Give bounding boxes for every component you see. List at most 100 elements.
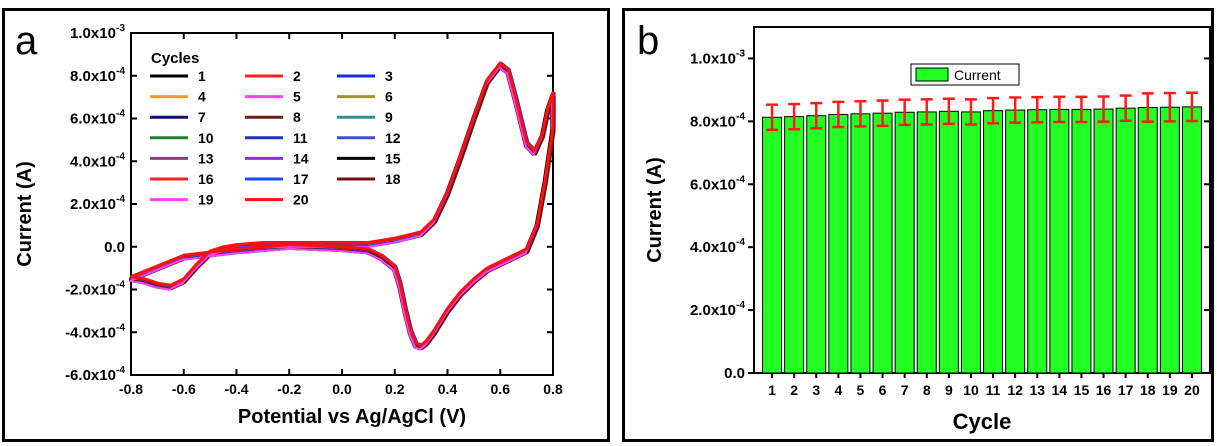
x-tick-label: 15 (1074, 382, 1090, 398)
cycle-20-curve (130, 61, 555, 347)
legend-label-19: 19 (198, 192, 214, 208)
y-tick-label: 8.0x10-4 (690, 111, 745, 130)
x-tick-label: 11 (986, 382, 1001, 398)
legend-label-8: 8 (293, 109, 301, 125)
legend-label-11: 11 (293, 130, 308, 146)
cv-chart: -6.0x10-4 -4.0x10-4 -2.0x10-4 0.0 2.0x10-4 4.… (14, 23, 563, 428)
cycle-14-curve (131, 63, 556, 348)
legend-label: Current (954, 67, 1001, 83)
x-tick-label: -0.8 (119, 381, 143, 397)
y-tick-label: 2.0x10-4 (690, 300, 745, 319)
y-tick-label: 1.0x10-3 (690, 48, 745, 67)
panel-b-letter: b (637, 19, 660, 63)
x-tick-label: 18 (1140, 382, 1156, 398)
cycle-17-curve (131, 65, 555, 350)
x-tick-label: 3 (812, 382, 820, 398)
panel-a: a -6.0x10-4 -4.0x10-4 -2.0x10-4 0.0 2.0x10-4… (2, 8, 610, 442)
legend-label-3: 3 (385, 68, 393, 84)
y-tick-label: 4.0x10-4 (70, 151, 125, 170)
legend-label-15: 15 (385, 150, 401, 166)
x-tick-label: 2 (790, 382, 798, 398)
y-tick-label: 2.0x10-4 (70, 194, 125, 213)
y-axis-label: Current (A) (644, 157, 666, 263)
x-tick-label: 9 (945, 382, 953, 398)
x-tick-label: -0.4 (224, 381, 248, 397)
bar-15 (1071, 108, 1092, 374)
bar-1 (762, 116, 783, 374)
y-tick-label: 4.0x10-4 (690, 237, 745, 256)
cycle-10-curve (131, 66, 555, 351)
x-tick-label: 14 (1052, 382, 1068, 398)
cycle-13-curve (130, 63, 554, 348)
bar-11 (983, 110, 1004, 374)
y-tick-label: 0.0 (104, 239, 125, 256)
legend-label-20: 20 (293, 192, 309, 208)
cycle-12-curve (129, 62, 553, 347)
cycle-8-curve (129, 65, 553, 350)
cycle-15-curve (129, 64, 553, 349)
legend-label-9: 9 (385, 109, 393, 125)
bar-14 (1049, 108, 1070, 374)
cycle-1-curve (129, 66, 553, 351)
y-axis-label: Current (A) (14, 161, 36, 267)
cycle-3-curve (131, 62, 555, 347)
bar-19 (1159, 106, 1180, 374)
y-tick-label: 8.0x10-4 (70, 66, 125, 85)
y-tick-label: -2.0x10-4 (65, 280, 125, 299)
x-tick-label: 6 (879, 382, 887, 398)
legend-label-4: 4 (198, 89, 206, 105)
legend-label-5: 5 (293, 89, 301, 105)
cycle-6-curve (130, 64, 554, 349)
x-tick-label: 0.0 (332, 381, 352, 397)
x-tick-label: 13 (1029, 382, 1045, 398)
cycle-18-curve (132, 65, 556, 350)
legend-label-14: 14 (293, 150, 309, 166)
legend-label-10: 10 (198, 130, 214, 146)
x-tick-label: 4 (834, 382, 842, 398)
bar-10 (960, 111, 981, 374)
x-tick-label: 0.2 (385, 381, 405, 397)
legend-swatch (915, 67, 949, 82)
legend-label-17: 17 (293, 171, 309, 187)
bar-5 (850, 113, 871, 374)
cycle-5-curve (129, 63, 553, 348)
y-tick-label: 6.0x10-4 (690, 174, 745, 193)
x-tick-label: 19 (1162, 382, 1178, 398)
plot-frame (753, 26, 1211, 374)
x-tick-label: 17 (1118, 382, 1134, 398)
bar-9 (938, 110, 959, 374)
cycle-9-curve (130, 65, 554, 350)
x-tick-label: -0.2 (277, 381, 301, 397)
x-tick-label: 8 (923, 382, 931, 398)
bar-8 (916, 111, 937, 374)
cycle-16-curve (130, 64, 554, 349)
x-tick-label: 12 (1007, 382, 1023, 398)
legend-label-13: 13 (198, 150, 214, 166)
x-tick-label: 0.6 (491, 381, 511, 397)
bar-17 (1115, 107, 1136, 374)
x-tick-label: 5 (857, 382, 865, 398)
x-axis-label: Cycle (953, 409, 1012, 434)
y-tick-label: 1.0x10-3 (70, 23, 125, 42)
x-tick-label: 10 (963, 382, 979, 398)
bar-20 (1181, 106, 1202, 374)
bar-3 (806, 115, 827, 374)
plot-frame (130, 32, 554, 376)
legend-label-12: 12 (385, 130, 401, 146)
bar-12 (1005, 109, 1026, 374)
cycle-7-curve (131, 64, 556, 349)
bar-13 (1027, 109, 1048, 374)
legend-label-1: 1 (198, 68, 206, 84)
x-tick-label: 0.4 (438, 381, 458, 397)
cycle-4-curve (132, 63, 556, 348)
bar-6 (872, 112, 893, 374)
cycle-2-curve (130, 61, 554, 347)
x-tick-label: -0.6 (172, 381, 196, 397)
y-tick-label: -4.0x10-4 (65, 322, 125, 341)
x-tick-label: 1 (768, 382, 776, 398)
x-tick-label: 0.8 (543, 381, 563, 397)
legend-title: Cycles (151, 50, 199, 67)
cycle-11-curve (132, 61, 556, 347)
panel-b: b 0.0 2.0x10-4 4.0x10-4 6.0x10-4 8.0x10-4 1.0… (622, 8, 1214, 442)
legend-label-2: 2 (293, 68, 301, 84)
